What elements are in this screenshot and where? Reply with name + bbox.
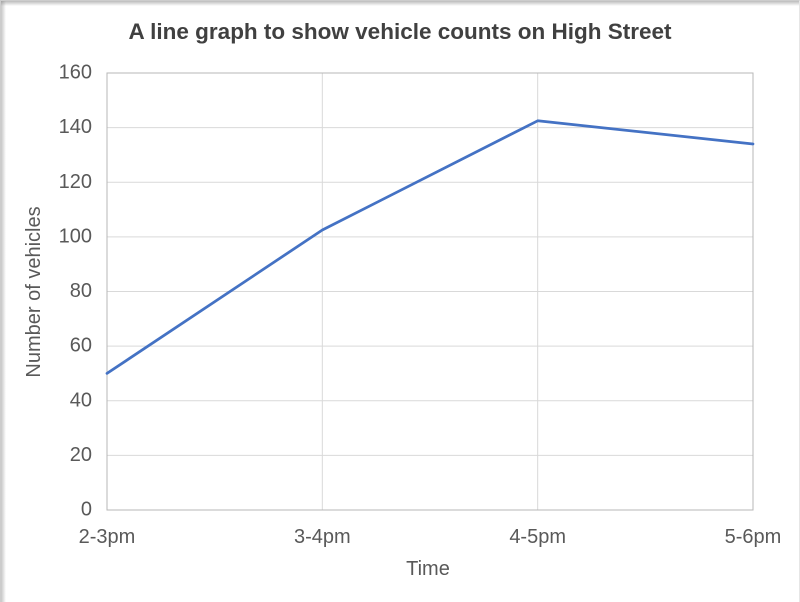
svg-text:0: 0 bbox=[81, 499, 92, 521]
svg-text:3-4pm: 3-4pm bbox=[294, 526, 351, 548]
svg-text:Number of vehicles: Number of vehicles bbox=[23, 206, 45, 377]
svg-text:4-5pm: 4-5pm bbox=[509, 526, 566, 548]
svg-text:100: 100 bbox=[59, 225, 92, 247]
svg-text:160: 160 bbox=[59, 62, 92, 84]
svg-text:120: 120 bbox=[59, 171, 92, 193]
svg-text:140: 140 bbox=[59, 116, 92, 138]
svg-text:5-6pm: 5-6pm bbox=[725, 526, 782, 548]
svg-text:2-3pm: 2-3pm bbox=[79, 526, 136, 548]
svg-text:20: 20 bbox=[70, 444, 92, 466]
svg-text:60: 60 bbox=[70, 335, 92, 357]
svg-text:80: 80 bbox=[70, 280, 92, 302]
svg-text:Time: Time bbox=[406, 558, 450, 580]
svg-text:40: 40 bbox=[70, 389, 92, 411]
